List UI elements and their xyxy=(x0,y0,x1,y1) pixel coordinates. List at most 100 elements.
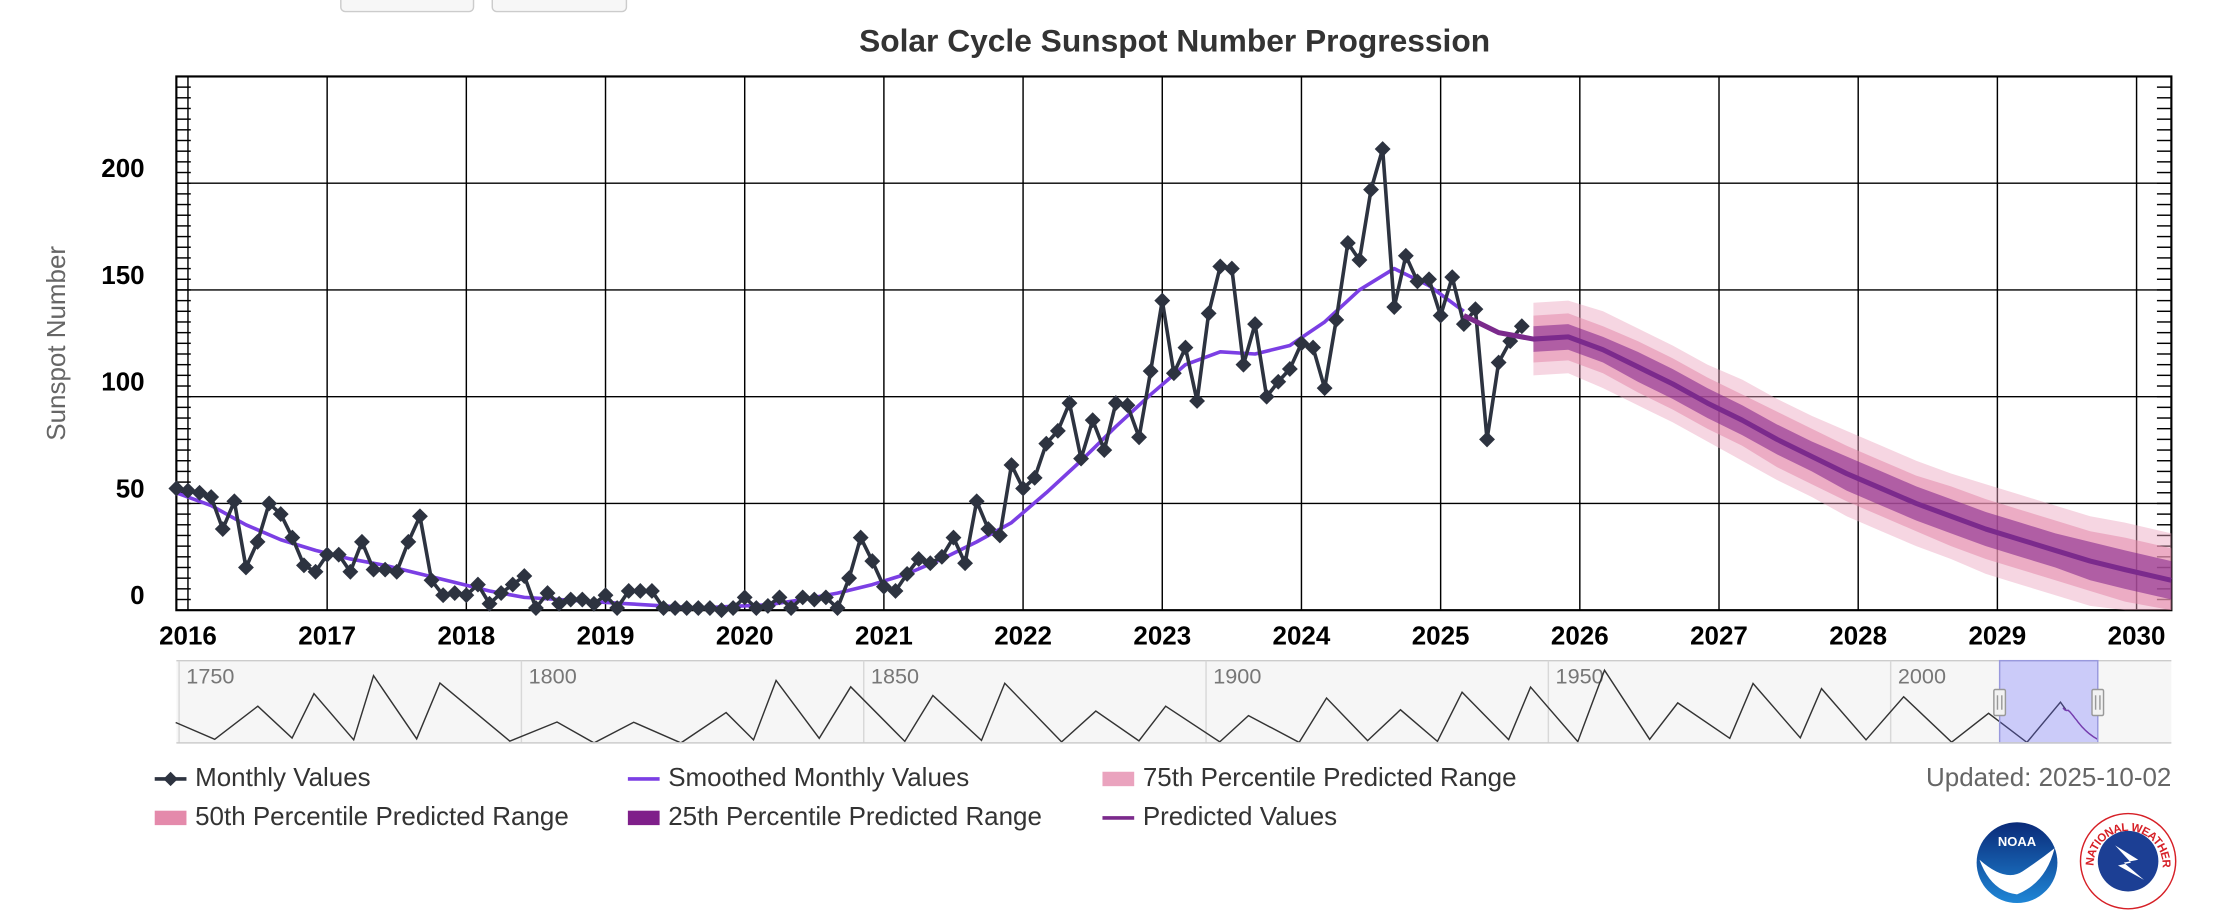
navigator-background xyxy=(176,660,2172,743)
x-tick-label: 2018 xyxy=(437,620,495,650)
data-point xyxy=(446,585,463,602)
x-tick-label: 2016 xyxy=(159,620,217,650)
data-point xyxy=(168,480,185,497)
data-point xyxy=(968,493,985,510)
data-point xyxy=(458,587,475,604)
nws-disc xyxy=(2097,830,2159,892)
noaa-gull xyxy=(1979,848,2055,895)
data-point xyxy=(1490,354,1507,371)
data-point xyxy=(1189,393,1205,409)
data-point xyxy=(1374,141,1391,157)
data-point xyxy=(1247,316,1263,333)
data-point xyxy=(1107,395,1124,412)
legend-label: 75th Percentile Predicted Range xyxy=(1143,762,1517,792)
data-point xyxy=(365,561,382,578)
data-point xyxy=(377,561,394,578)
legend-swatch xyxy=(627,810,660,826)
data-point xyxy=(1339,235,1356,251)
data-point xyxy=(1084,412,1101,429)
x-tick-label: 2020 xyxy=(716,620,774,650)
data-point xyxy=(713,602,730,619)
navigator-tick-label: 1850 xyxy=(871,664,919,689)
data-point xyxy=(1444,269,1461,286)
data-point xyxy=(1154,292,1171,309)
data-point xyxy=(423,572,440,589)
data-point xyxy=(469,576,486,593)
data-point xyxy=(1432,307,1449,324)
data-point xyxy=(1316,380,1333,397)
x-tick-label: 2027 xyxy=(1690,620,1748,650)
data-point xyxy=(1479,431,1495,448)
data-point xyxy=(701,600,718,616)
legend-swatch xyxy=(154,810,187,826)
data-point xyxy=(1200,305,1217,322)
data-point xyxy=(1003,457,1020,473)
data-point xyxy=(1386,299,1403,315)
data-point xyxy=(354,533,370,550)
data-point xyxy=(1328,311,1345,328)
data-point xyxy=(991,527,1008,544)
data-point xyxy=(864,553,881,570)
y-tick-label: 200 xyxy=(101,153,144,183)
updated-note: Updated: 2025-10-02 xyxy=(1926,762,2171,792)
data-point xyxy=(1119,397,1136,414)
x-tick-label: 2017 xyxy=(298,620,356,650)
data-point xyxy=(875,578,892,595)
data-point xyxy=(214,521,231,537)
data-point xyxy=(1096,442,1113,458)
data-point xyxy=(1061,395,1078,412)
data-point xyxy=(1223,260,1240,277)
data-point xyxy=(342,563,359,580)
legend-label: Smoothed Monthly Values xyxy=(668,762,969,792)
data-point xyxy=(1177,339,1194,356)
navigator-selection[interactable] xyxy=(1998,659,2099,744)
noaa-logo: NOAA xyxy=(1976,822,2058,904)
navigator-tick-label: 2000 xyxy=(1898,664,1946,689)
data-point xyxy=(585,595,602,612)
x-tick-label: 2029 xyxy=(1969,620,2027,650)
data-point xyxy=(1397,247,1414,264)
x-tick-label: 2028 xyxy=(1829,620,1887,650)
data-point xyxy=(1212,258,1229,275)
data-point xyxy=(400,533,417,550)
data-point xyxy=(1026,469,1043,486)
x-tick-label: 2030 xyxy=(2108,620,2166,650)
navigator-tick-label: 1900 xyxy=(1213,664,1261,689)
series-line xyxy=(176,147,1524,612)
series-line xyxy=(1462,313,2172,583)
y-tick-label: 0 xyxy=(130,580,144,610)
data-point xyxy=(191,484,208,501)
navigator-handle[interactable] xyxy=(2091,688,2105,717)
legend-swatch xyxy=(1102,771,1135,787)
legend-label: Predicted Values xyxy=(1143,801,1337,831)
data-point xyxy=(1235,356,1252,373)
navigator-handle[interactable] xyxy=(1993,688,2007,717)
data-point xyxy=(1015,480,1032,497)
navigator-line xyxy=(175,668,2067,744)
data-point xyxy=(1131,429,1148,446)
data-point xyxy=(1363,181,1379,198)
x-tick-label: 2024 xyxy=(1273,620,1331,650)
data-point xyxy=(1142,363,1159,380)
data-point xyxy=(957,555,974,572)
data-point xyxy=(504,576,521,593)
nws-bolt xyxy=(2115,845,2144,880)
data-point xyxy=(980,521,997,537)
toolbar-button[interactable] xyxy=(491,0,628,13)
data-point xyxy=(1351,252,1368,268)
y-axis-label: Sunspot Number xyxy=(41,246,71,441)
x-tick-label: 2022 xyxy=(994,620,1052,650)
plot-frame xyxy=(175,75,2173,612)
legend-marker xyxy=(163,771,178,787)
navigator-tick-label: 1950 xyxy=(1556,664,1604,689)
x-tick-label: 2023 xyxy=(1133,620,1191,650)
chart-title: Solar Cycle Sunspot Number Progression xyxy=(859,23,1490,59)
x-tick-label: 2025 xyxy=(1412,620,1470,650)
data-point xyxy=(899,565,916,582)
toolbar-button[interactable] xyxy=(340,0,475,13)
legend-label: Monthly Values xyxy=(195,762,371,792)
data-point xyxy=(1409,273,1426,290)
data-point xyxy=(388,563,405,580)
data-point xyxy=(307,563,324,580)
